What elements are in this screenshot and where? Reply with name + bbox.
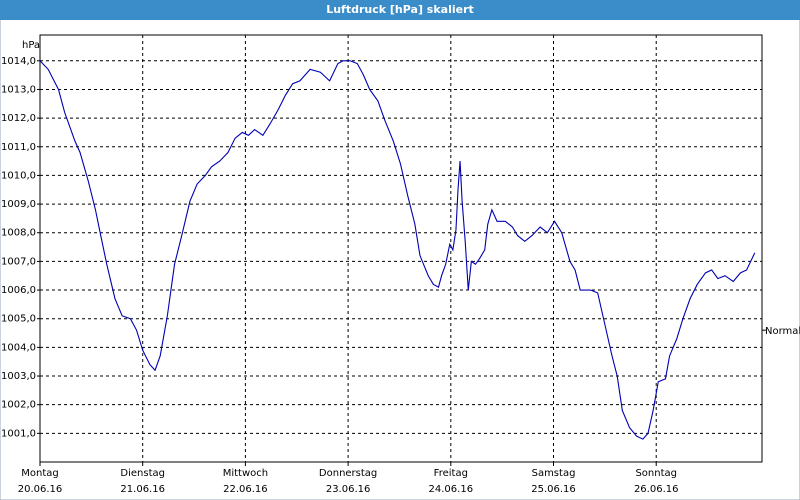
y-tick-label: 1012,0 xyxy=(1,113,36,124)
plot-frame xyxy=(39,34,763,463)
x-tick-label: Montag xyxy=(21,468,58,479)
x-tick-label: 22.06.16 xyxy=(223,484,268,495)
y-tick-label: 1005,0 xyxy=(1,314,36,325)
y-tick-label: 1003,0 xyxy=(1,371,36,382)
y-tick-label: 1008,0 xyxy=(1,228,36,239)
y-tick-label: 1001,0 xyxy=(1,428,36,439)
x-tick-label: 26.06.16 xyxy=(634,484,679,495)
y-tick-label: 1010,0 xyxy=(1,170,36,181)
x-tick-label: Donnerstag xyxy=(319,468,377,479)
y-tick-label: 1009,0 xyxy=(1,199,36,210)
y-axis-label: hPa xyxy=(22,40,40,51)
chart-title: Luftdruck [hPa] skaliert xyxy=(326,3,474,16)
y-tick-label: 1007,0 xyxy=(1,256,36,267)
y-tick-label: 1004,0 xyxy=(1,342,36,353)
x-tick-label: Samstag xyxy=(532,468,576,479)
x-tick-label: Mittwoch xyxy=(223,468,268,479)
title-bar xyxy=(0,0,800,20)
line-series xyxy=(39,60,756,440)
x-tick-label: Sonntag xyxy=(635,468,677,479)
x-tick-label: 23.06.16 xyxy=(326,484,371,495)
y-tick-label: 1002,0 xyxy=(1,400,36,411)
y-tick-label: 1013,0 xyxy=(1,84,36,95)
reference-label: Normal xyxy=(765,326,800,337)
x-tick-label: 24.06.16 xyxy=(429,484,474,495)
x-tick-label: Freitag xyxy=(434,468,468,479)
y-tick-label: 1014,0 xyxy=(1,56,36,67)
x-tick-label: Dienstag xyxy=(120,468,165,479)
y-tick-label: 1006,0 xyxy=(1,285,36,296)
x-tick-label: 21.06.16 xyxy=(120,484,165,495)
x-tick-label: 20.06.16 xyxy=(18,484,63,495)
x-tick-label: 25.06.16 xyxy=(531,484,576,495)
y-tick-label: 1011,0 xyxy=(1,142,36,153)
